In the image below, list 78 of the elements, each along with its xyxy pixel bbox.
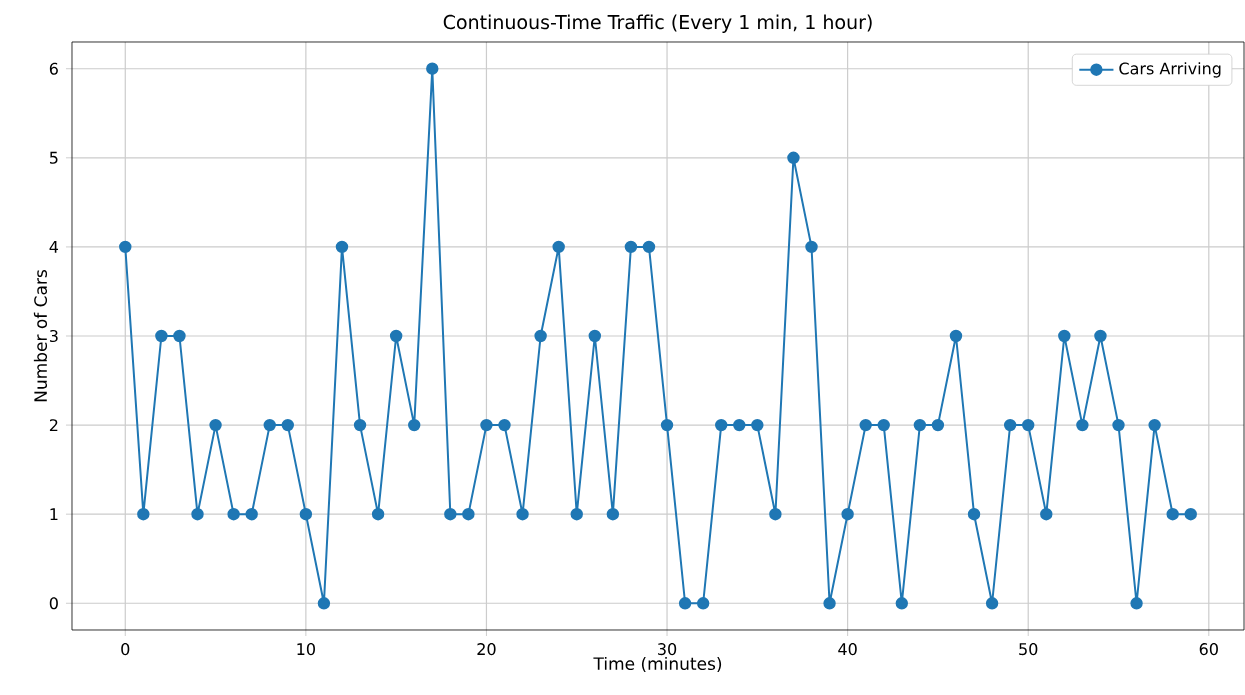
- point: [1112, 418, 1125, 432]
- y-tick-label: 5: [49, 151, 58, 164]
- y-tick-label: 6: [49, 62, 58, 75]
- point: [1148, 418, 1161, 432]
- point: [1184, 507, 1197, 521]
- point: [389, 329, 403, 343]
- point: [985, 597, 999, 610]
- point: [137, 507, 150, 521]
- point: [155, 329, 168, 343]
- point: [408, 418, 421, 432]
- point: [534, 329, 547, 343]
- y-tick-label: 3: [49, 329, 58, 343]
- point: [462, 507, 475, 521]
- x-tick-label: 20: [477, 643, 496, 656]
- point: [209, 418, 222, 432]
- point: [769, 507, 782, 521]
- point: [245, 507, 258, 521]
- x-tick-label: 10: [297, 643, 315, 656]
- point: [805, 240, 818, 254]
- point: [498, 418, 511, 432]
- point: [696, 597, 710, 610]
- chart-title: Continuous-Time Traffic (Every 1 min, 1 hour): [443, 14, 872, 33]
- point: [263, 418, 276, 432]
- point: [1166, 507, 1179, 521]
- point: [895, 597, 908, 610]
- x-axis-title: Time (minutes): [593, 656, 722, 673]
- point: [1094, 329, 1107, 343]
- point: [516, 507, 529, 521]
- point: [552, 240, 565, 254]
- point: [660, 418, 674, 432]
- x-tick-label: 50: [1019, 643, 1038, 656]
- legend-label: Cars Arriving: [1119, 62, 1221, 78]
- y-tick-label: 2: [49, 419, 58, 432]
- point: [371, 507, 385, 521]
- point: [949, 329, 963, 343]
- point: [1076, 418, 1089, 432]
- point: [823, 597, 836, 610]
- point: [787, 151, 800, 165]
- point: [1003, 418, 1017, 432]
- point: [426, 62, 439, 75]
- y-tick-label: 0: [49, 597, 58, 610]
- point: [281, 418, 294, 432]
- point: [624, 240, 638, 254]
- point: [751, 418, 764, 432]
- point: [299, 507, 313, 521]
- x-tick-label: 60: [1199, 643, 1218, 656]
- y-axis-title: Number of Cars: [33, 270, 48, 402]
- point: [1130, 597, 1143, 610]
- point: [317, 597, 331, 610]
- point: [877, 418, 890, 432]
- y-tick-label: 4: [49, 241, 59, 253]
- point: [444, 507, 457, 521]
- point: [733, 418, 746, 432]
- point: [931, 418, 945, 432]
- point: [841, 507, 854, 521]
- point: [570, 507, 583, 521]
- point: [859, 418, 872, 432]
- x-tick-label: 0: [121, 643, 130, 656]
- point: [913, 418, 927, 432]
- point: [1040, 507, 1053, 521]
- point: [642, 240, 656, 254]
- point: [606, 507, 620, 521]
- point: [119, 240, 132, 254]
- x-tick-label: 30: [658, 643, 677, 656]
- point: [967, 507, 981, 521]
- point: [173, 329, 186, 343]
- x-tick-label: 40: [838, 643, 857, 656]
- point: [227, 507, 240, 521]
- point: [335, 240, 349, 254]
- point: [353, 418, 367, 432]
- point: [480, 418, 493, 432]
- point: [588, 329, 601, 343]
- point: [1058, 329, 1071, 343]
- point: [715, 418, 728, 432]
- point: [678, 597, 692, 610]
- y-tick-label: 1: [50, 508, 58, 521]
- point: [191, 507, 204, 521]
- point: [1022, 418, 1035, 432]
